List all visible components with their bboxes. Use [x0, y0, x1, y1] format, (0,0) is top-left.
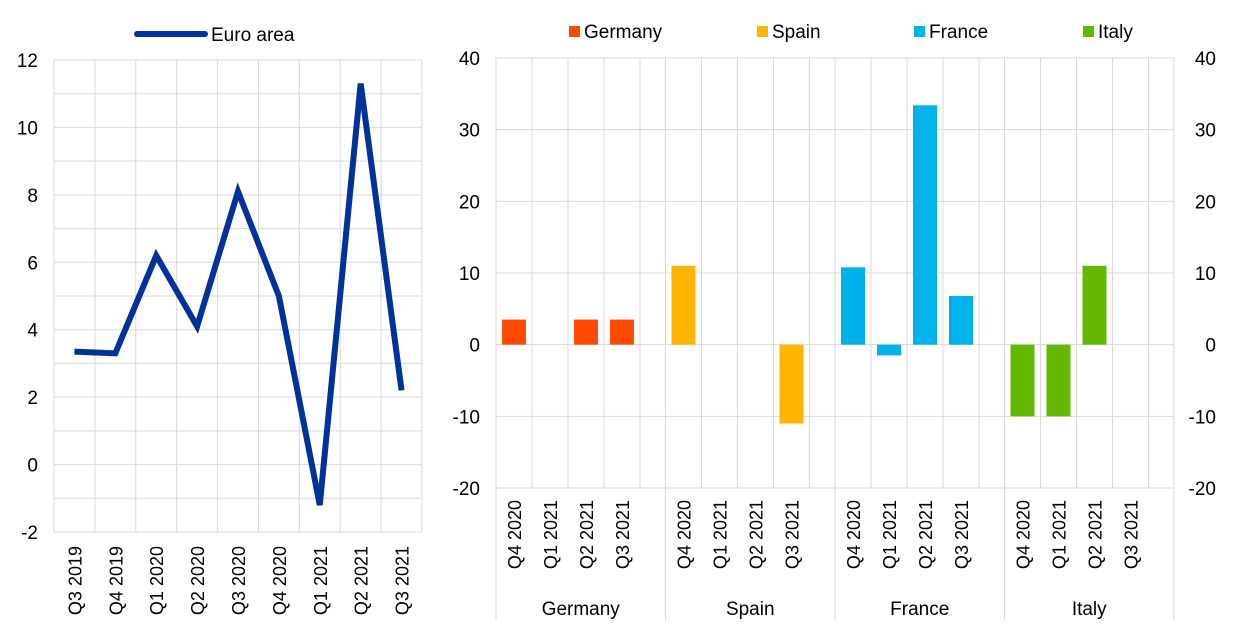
x-tick-label: Q2 2021	[916, 500, 936, 569]
x-tick-label: Q4 2020	[505, 500, 525, 569]
legend-label-france: France	[929, 22, 988, 43]
y-tick-label: 4	[27, 321, 38, 342]
y-tick-label: 6	[27, 253, 38, 274]
y-tick-label: 8	[27, 186, 38, 207]
y-tick-label-left: 40	[459, 49, 480, 70]
y-tick-label-left: 0	[469, 336, 480, 357]
x-tick-label: Q3 2021	[1122, 500, 1142, 569]
bar-france-2	[913, 105, 937, 345]
group-label-germany: Germany	[542, 599, 621, 620]
y-tick-label-right: 10	[1195, 264, 1216, 285]
x-tick-label: Q3 2021	[613, 500, 633, 569]
bar-germany-2	[574, 319, 598, 345]
x-tick-label: Q3 2020	[229, 546, 249, 615]
bar-italy-0	[1010, 344, 1035, 417]
bar-france-3	[949, 295, 973, 345]
y-tick-label-left: -10	[453, 407, 480, 428]
y-tick-label-right: 30	[1195, 121, 1216, 142]
y-tick-label: 2	[27, 388, 38, 409]
x-tick-label: Q2 2020	[188, 546, 208, 615]
bar-germany-0	[502, 319, 526, 345]
bar-italy-2	[1082, 265, 1107, 345]
group-label-france: France	[890, 599, 949, 620]
x-tick-label: Q2 2021	[577, 500, 597, 569]
y-tick-label-left: 30	[459, 121, 480, 142]
legend-label-germany: Germany	[584, 22, 663, 43]
legend-swatch-spain	[757, 26, 768, 37]
y-tick-label-right: 40	[1195, 49, 1216, 70]
x-tick-label: Q3 2021	[393, 546, 413, 615]
x-tick-label: Q4 2020	[1014, 500, 1034, 569]
bar-france-1	[877, 344, 901, 356]
y-tick-label-right: -20	[1189, 479, 1216, 500]
legend-swatch-france	[914, 26, 925, 37]
legend-swatch-italy	[1083, 26, 1094, 37]
x-tick-label: Q4 2020	[675, 500, 695, 569]
x-tick-label: Q1 2021	[711, 500, 731, 569]
y-tick-label-right: -10	[1189, 407, 1216, 428]
x-tick-label: Q1 2021	[311, 546, 331, 615]
bar-germany-3	[610, 319, 634, 345]
legend-label-italy: Italy	[1098, 22, 1133, 43]
x-tick-label: Q1 2020	[147, 546, 167, 615]
bar-italy-1	[1046, 344, 1071, 417]
legend-label-spain: Spain	[772, 22, 821, 43]
x-tick-label: Q1 2021	[541, 500, 561, 569]
x-tick-label: Q3 2021	[952, 500, 972, 569]
x-tick-label: Q1 2021	[880, 500, 900, 569]
euro-area-line-chart: -2 0 2 4 6 8 10 12 Q3 2019 Q4 2019 Q1 2020 Q2 2020 Q…	[17, 25, 423, 615]
legend-label-euro-area: Euro area	[211, 25, 295, 46]
group-label-italy: Italy	[1072, 599, 1107, 620]
y-tick-label-left: 20	[459, 192, 480, 213]
x-tick-label: Q2 2021	[352, 546, 372, 615]
series-line-euro-area	[74, 83, 405, 506]
country-bar-chart: -20 -20 -10 -10 0 0 10 10 20 20 30 30 40 40 Q4 2020 Q1 …	[453, 22, 1216, 620]
y-tick-label: 10	[17, 118, 38, 139]
bar-france-0	[841, 267, 865, 345]
x-tick-label: Q4 2019	[106, 546, 126, 615]
y-tick-label-left: 10	[459, 264, 480, 285]
y-tick-label-right: 20	[1195, 192, 1216, 213]
x-tick-label: Q1 2021	[1050, 500, 1070, 569]
x-tick-label: Q4 2020	[270, 546, 290, 615]
legend-swatch-germany	[569, 26, 580, 37]
x-tick-label: Q2 2021	[747, 500, 767, 569]
y-tick-label: -2	[21, 523, 38, 544]
bar-spain-3	[779, 344, 804, 424]
x-tick-label: Q2 2021	[1086, 500, 1106, 569]
x-tick-label: Q3 2019	[65, 546, 85, 615]
x-tick-label: Q4 2020	[844, 500, 864, 569]
y-tick-label-left: -20	[453, 479, 480, 500]
y-tick-label: 0	[27, 456, 38, 477]
x-tick-label: Q3 2021	[783, 500, 803, 569]
y-tick-label: 12	[17, 51, 38, 72]
group-label-spain: Spain	[726, 599, 775, 620]
y-tick-label-right: 0	[1205, 336, 1216, 357]
bar-spain-0	[671, 265, 696, 345]
